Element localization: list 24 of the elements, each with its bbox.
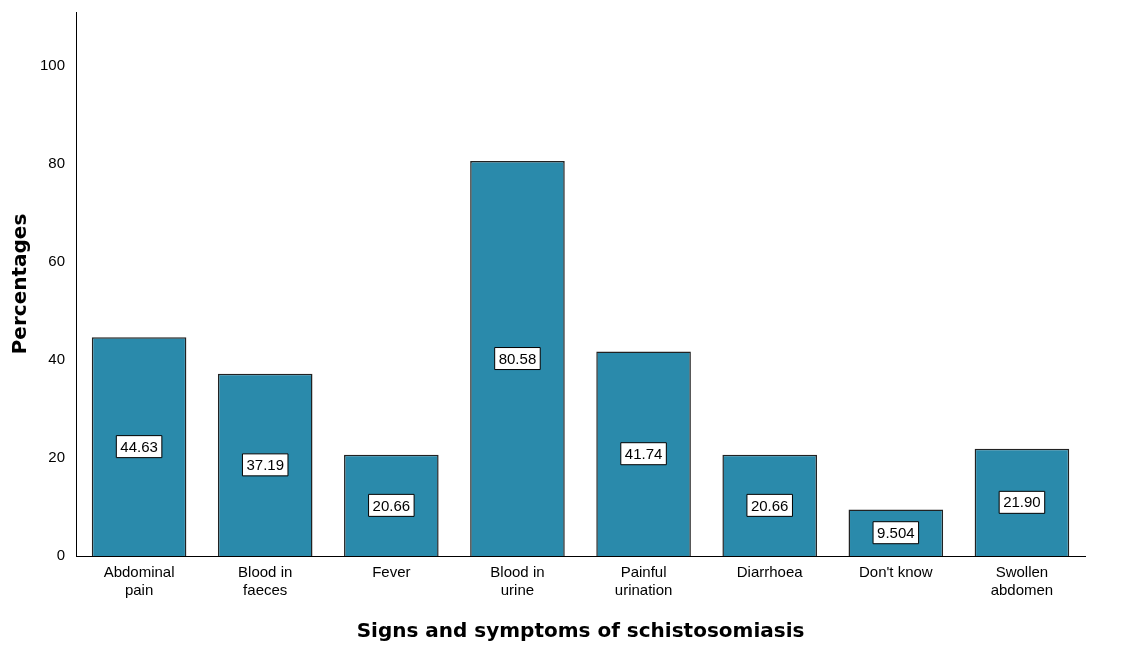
data-label: 37.19 [246, 456, 284, 474]
x-tick-label: Diarrhoea [736, 563, 804, 581]
y-tick-label: 0 [56, 546, 66, 564]
data-label: 41.74 [624, 444, 663, 462]
y-axis-title: Percentages [7, 213, 32, 355]
data-label: 20.66 [372, 496, 411, 514]
x-axis-title: Signs and symptoms of schistosomiasis [356, 618, 805, 643]
data-label: 21.90 [1003, 493, 1041, 511]
data-label: 44.63 [120, 437, 158, 455]
data-label: 80.58 [498, 349, 537, 367]
data-label: 20.66 [750, 496, 789, 514]
y-tick-label: 100 [40, 56, 66, 74]
y-tick-label: 80 [48, 154, 66, 172]
x-tick-label: Painful urination [614, 563, 673, 599]
x-tick-label: Fever [372, 563, 411, 581]
x-tick-label: Blood in faeces [238, 563, 293, 599]
x-tick-label: Swollen abdomen [990, 563, 1054, 599]
y-tick-label: 20 [48, 448, 66, 466]
data-label: 9.504 [877, 523, 915, 541]
y-tick-label: 60 [48, 252, 66, 270]
x-tick-label: Abdominal pain [103, 563, 175, 599]
x-tick-label: Don't know [858, 563, 933, 581]
y-tick-label: 40 [48, 350, 66, 368]
x-tick-label: Blood in urine [490, 563, 545, 599]
